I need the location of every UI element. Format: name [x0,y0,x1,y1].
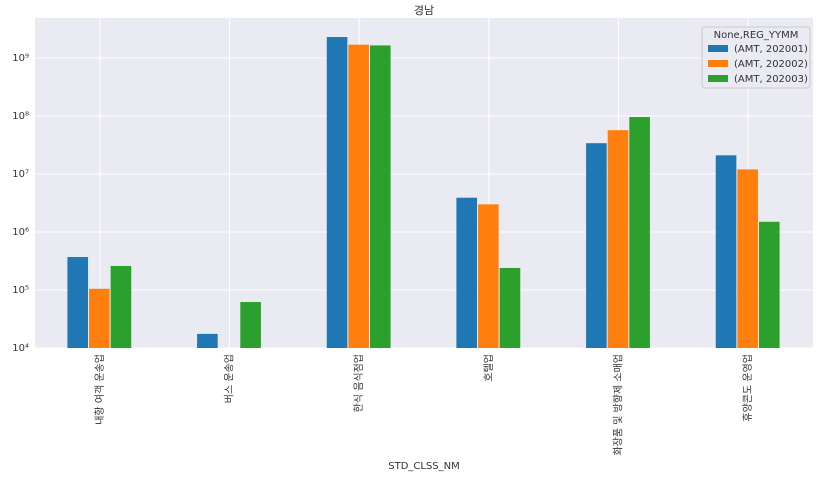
x-tick-label: 한식 음식점업 [352,354,365,412]
bar [456,197,478,348]
x-axis-label: STD_CLSS_NM [388,461,460,472]
y-tick-label: 10⁷ [12,169,29,180]
legend-swatch [708,60,728,67]
bar [715,155,737,348]
x-tick-label: 화장품 및 방향제 소매업 [612,354,625,456]
x-tick-label: 버스 운송업 [223,354,236,403]
bar [607,130,629,348]
bar [326,37,348,348]
bar [478,204,499,348]
x-tick-label: 내항 여객 운송업 [93,354,106,425]
bar [67,257,89,348]
x-tick-label: 휴양콘도 운영업 [741,354,754,422]
legend-swatch [708,45,728,52]
bar [89,288,110,348]
legend-label: (AMT, 202003) [734,74,808,85]
legend-label: (AMT, 202002) [734,59,808,70]
y-tick-label: 10⁶ [12,227,29,238]
bar [110,265,132,348]
y-tick-label: 10⁹ [12,53,29,64]
bar [629,117,650,348]
bar [240,302,261,348]
y-tick-label: 10⁴ [12,343,29,354]
legend-swatch [708,75,728,82]
legend-title: None,REG_YYMM [714,30,799,41]
bar [758,221,780,348]
y-tick-label: 10⁸ [12,111,29,122]
bar [197,333,218,348]
legend-label: (AMT, 202001) [734,44,808,55]
legend-box [701,26,811,89]
bar [348,44,369,348]
bar [499,267,521,348]
x-tick-label: 호텔업 [482,354,495,382]
plot-area [35,18,813,348]
chart-title: 경남 [414,4,434,17]
bar [586,143,607,348]
y-tick-label: 10⁵ [12,285,29,296]
bar [737,169,758,348]
bar [369,45,391,348]
